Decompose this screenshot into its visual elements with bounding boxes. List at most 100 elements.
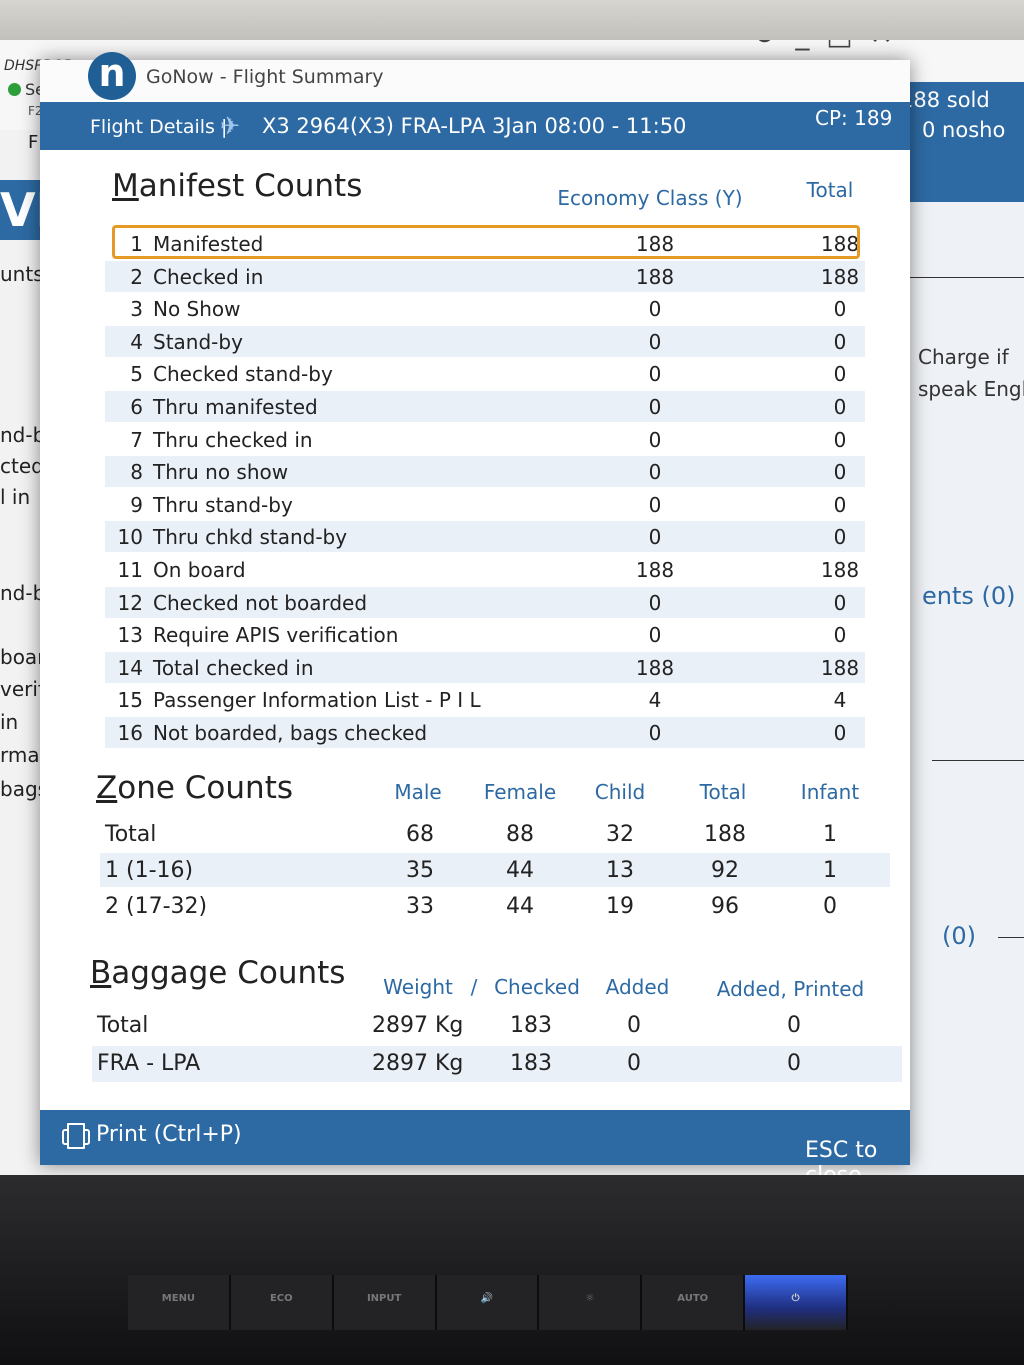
- print-button[interactable]: Print (Ctrl+P): [60, 1122, 242, 1149]
- economy-value: 188: [635, 558, 675, 582]
- economy-value: 0: [648, 721, 662, 745]
- table-row[interactable]: 8 Thru no show 0 0: [105, 456, 865, 488]
- table-row[interactable]: 15 Passenger Information List - P I L 4 4: [105, 684, 865, 715]
- flight-details-label: Flight Details |: [90, 116, 228, 138]
- total-value: 0: [833, 525, 847, 550]
- monitor-button[interactable]: ⏻: [745, 1275, 849, 1330]
- row-label: Thru chkd stand-by: [153, 525, 348, 550]
- table-row[interactable]: 16 Not boarded, bags checked 0 0: [105, 717, 865, 748]
- table-row[interactable]: 13 Require APIS verification 0 0: [105, 619, 865, 650]
- row-label: Thru manifested: [153, 395, 318, 419]
- table-row[interactable]: 3 No Show 0 0: [105, 293, 865, 324]
- cp-count: CP: 189: [815, 106, 893, 130]
- baggage-header-separator: /: [470, 975, 478, 999]
- monitor-button[interactable]: 🔊: [436, 1275, 540, 1330]
- dialog-header: n GoNow - Flight Summary: [40, 52, 910, 100]
- zone-label: 2 (17-32): [105, 894, 208, 919]
- status-dot-icon: [8, 83, 21, 96]
- window-controls[interactable]: ⟳ _ □ ✕: [755, 40, 897, 51]
- economy-value: 0: [648, 460, 662, 485]
- table-row[interactable]: 5 Checked stand-by 0 0: [105, 358, 865, 389]
- background-left-label: in: [0, 710, 19, 734]
- table-row[interactable]: 14 Total checked in 188 188: [105, 651, 865, 683]
- manifest-counts-title: Manifest Counts: [112, 168, 363, 204]
- row-index: 14: [117, 655, 143, 680]
- baggage-label-value: FRA - LPA: [97, 1051, 201, 1076]
- table-row[interactable]: 4 Stand-by 0 0: [105, 325, 865, 357]
- economy-value: 0: [648, 329, 662, 354]
- table-row[interactable]: 12 Checked not boarded 0 0: [105, 586, 865, 618]
- total-value: 0: [833, 460, 847, 485]
- baggage-checked-value: 183: [510, 1013, 552, 1038]
- row-index: 15: [117, 688, 143, 713]
- total-value: 0: [833, 623, 847, 648]
- background-shortcut: F2: [28, 104, 43, 118]
- monitor-button-row: MENU ECO INPUT 🔊 ☼ AUTO ⏻: [128, 1275, 849, 1330]
- baggage-added-value: 0: [627, 1013, 641, 1038]
- zone-label: Total: [105, 822, 157, 847]
- background-right-header: [895, 82, 1024, 202]
- baggage-weight-value: 2897 Kg: [372, 1013, 464, 1038]
- table-row[interactable]: 6 Thru manifested 0 0: [105, 391, 865, 422]
- total-value: 188: [820, 558, 860, 582]
- table-row[interactable]: Total 68 88 32 188 1: [100, 817, 890, 851]
- zone-female-value: 88: [506, 822, 534, 847]
- zone-label: 1 (1-16): [105, 858, 194, 883]
- background-left-label: l in: [0, 485, 31, 509]
- monitor-button[interactable]: MENU: [128, 1275, 231, 1330]
- table-row[interactable]: 7 Thru checked in 0 0: [105, 424, 865, 455]
- noshow-count: 0 nosho: [922, 118, 1006, 142]
- background-right-link[interactable]: ents (0): [922, 582, 1016, 610]
- zone-header-child: Child: [594, 780, 646, 804]
- table-row[interactable]: FRA - LPA 2897 Kg 183 0 0: [92, 1046, 902, 1082]
- baggage-header-added-printed: Added, Printed: [716, 977, 865, 1001]
- monitor-button[interactable]: INPUT: [333, 1275, 437, 1330]
- monitor-button[interactable]: ☼: [539, 1275, 643, 1330]
- baggage-header-checked: Checked: [494, 975, 580, 999]
- total-value: 4: [833, 688, 847, 713]
- baggage-checked-value: 183: [510, 1051, 552, 1076]
- row-label: Manifested: [153, 232, 264, 256]
- row-index: 3: [130, 297, 143, 322]
- row-index: 16: [117, 721, 143, 745]
- printer-icon: [60, 1122, 90, 1149]
- table-row[interactable]: 1 Manifested 188 188: [105, 228, 865, 259]
- divider: [905, 277, 1024, 278]
- total-value: 188: [820, 264, 860, 289]
- table-row[interactable]: 2 (17-32) 33 44 19 96 0: [100, 889, 890, 923]
- divider: [932, 760, 1024, 761]
- background-right-text: speak Engl: [918, 377, 1024, 401]
- row-label: Total checked in: [153, 655, 314, 680]
- zone-male-value: 68: [406, 822, 434, 847]
- total-value: 0: [833, 492, 847, 517]
- zone-header-female: Female: [483, 780, 557, 804]
- table-row[interactable]: Total 2897 Kg 183 0 0: [92, 1008, 902, 1044]
- manifest-total-header: Total: [806, 178, 854, 202]
- row-label: Checked stand-by: [153, 362, 333, 387]
- total-value: 0: [833, 721, 847, 745]
- zone-female-value: 44: [506, 858, 534, 883]
- sold-count: 188 sold: [900, 88, 990, 112]
- selected-row-highlight: [112, 225, 860, 259]
- baggage-added-printed-value: 0: [787, 1013, 801, 1038]
- zone-header-male: Male: [394, 780, 442, 804]
- esc-close-hint[interactable]: ESC to close: [805, 1138, 878, 1175]
- row-index: 11: [117, 558, 143, 582]
- table-row[interactable]: 11 On board 188 188: [105, 554, 865, 585]
- monitor-button[interactable]: AUTO: [642, 1275, 746, 1330]
- table-row[interactable]: 1 (1-16) 35 44 13 92 1: [100, 853, 890, 887]
- row-index: 13: [117, 623, 143, 648]
- total-value: 0: [833, 427, 847, 452]
- economy-value: 188: [635, 655, 675, 680]
- zone-total-value: 96: [711, 894, 739, 919]
- table-row[interactable]: 10 Thru chkd stand-by 0 0: [105, 521, 865, 553]
- row-label: No Show: [153, 297, 241, 322]
- table-row[interactable]: 9 Thru stand-by 0 0: [105, 489, 865, 520]
- background-right-link[interactable]: (0): [942, 922, 976, 950]
- baggage-label-value: Total: [97, 1013, 149, 1038]
- table-row[interactable]: 2 Checked in 188 188: [105, 260, 865, 292]
- monitor-button[interactable]: ECO: [230, 1275, 334, 1330]
- dialog-title: GoNow - Flight Summary: [146, 66, 384, 88]
- dialog-footer: Print (Ctrl+P) ESC to close: [40, 1110, 910, 1175]
- background-left-label: unts: [0, 262, 44, 286]
